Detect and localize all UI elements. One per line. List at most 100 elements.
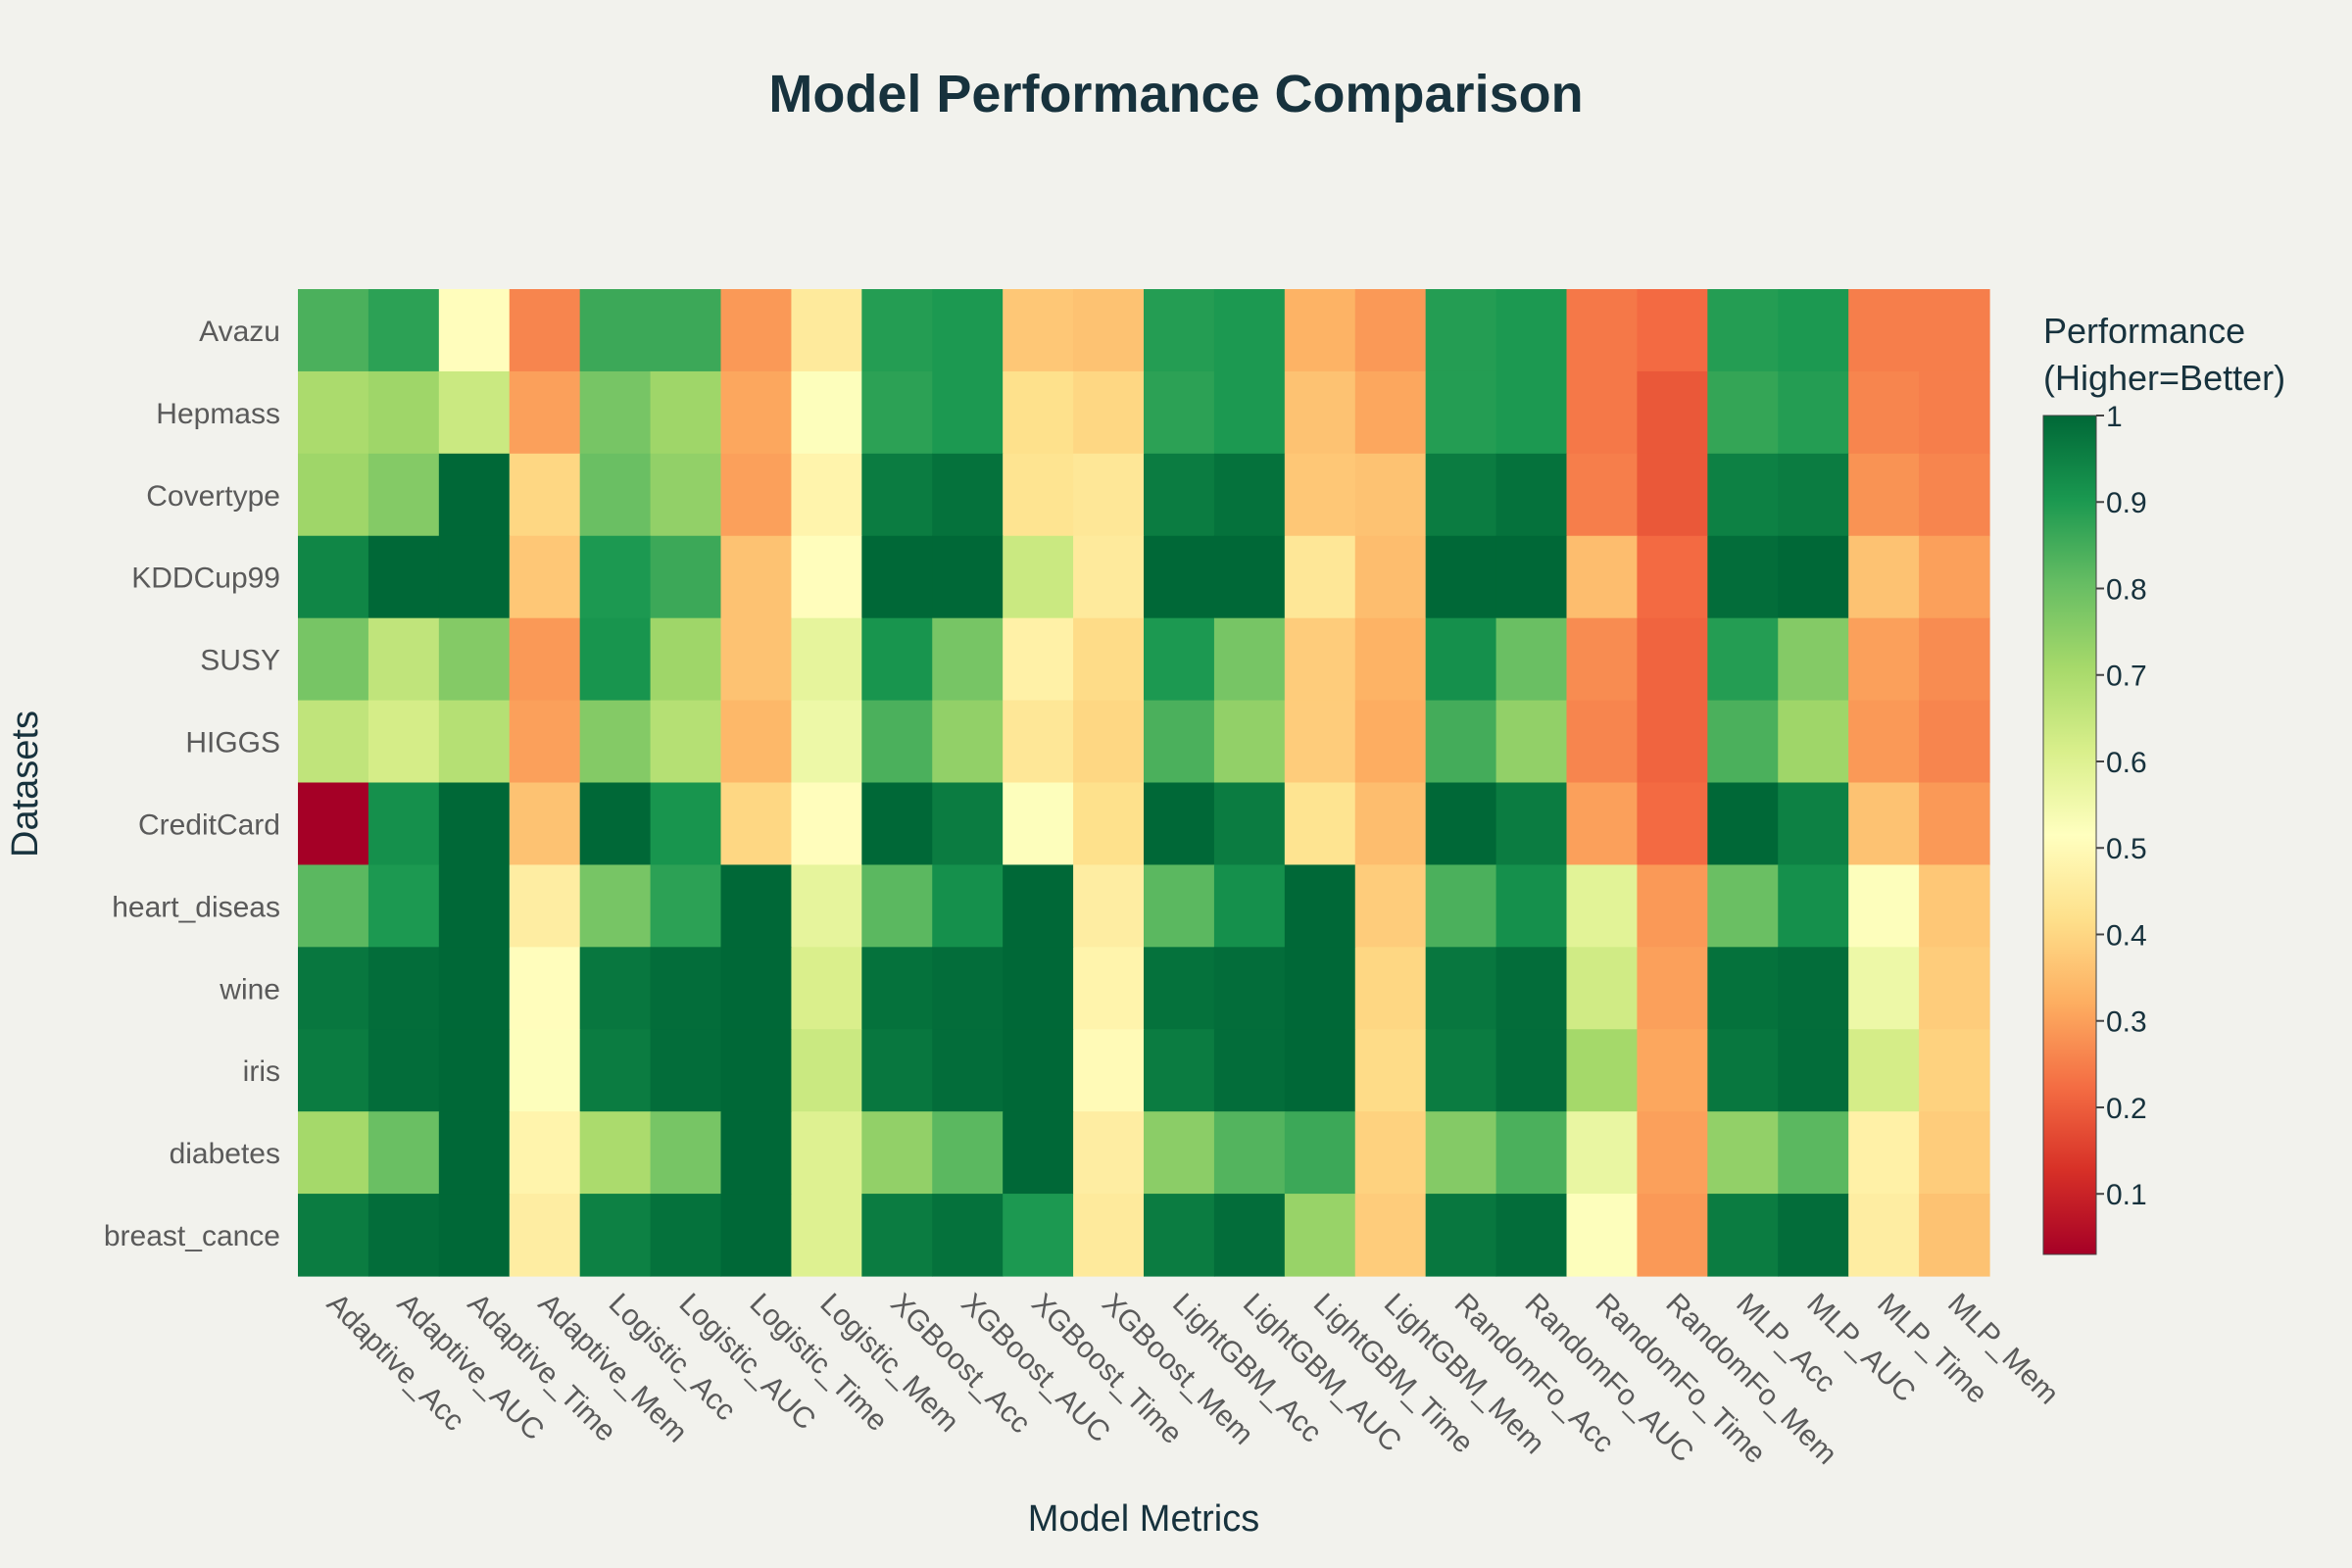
heatmap-cell	[1144, 453, 1215, 537]
y-tick-label: iris	[243, 1055, 280, 1088]
heatmap-cell	[1848, 1111, 1920, 1195]
heatmap-cell	[1073, 947, 1145, 1030]
heatmap-cell	[1003, 1194, 1074, 1277]
heatmap-cell	[861, 864, 933, 948]
heatmap-cell	[1566, 700, 1639, 784]
heatmap-cell	[509, 782, 581, 866]
heatmap-cell	[1073, 617, 1145, 702]
heatmap-cell	[1848, 535, 1920, 619]
heatmap-cell	[861, 453, 933, 537]
heatmap-cell	[932, 453, 1004, 537]
heatmap-cell	[1848, 617, 1920, 702]
heatmap-cell	[1566, 1029, 1639, 1112]
colorbar-tick-label: 0.3	[2106, 1006, 2147, 1039]
heatmap-cell	[1213, 864, 1286, 948]
heatmap-cell	[1495, 617, 1568, 702]
heatmap-cell	[650, 370, 722, 455]
heatmap-cell	[650, 1111, 722, 1195]
heatmap-cell	[1425, 700, 1497, 784]
y-tick-label: Covertype	[146, 480, 280, 513]
heatmap-cell	[1848, 864, 1920, 948]
heatmap-cell	[438, 535, 511, 619]
heatmap-cell	[720, 1029, 793, 1112]
heatmap-cell	[1707, 700, 1779, 784]
heatmap-cell	[720, 864, 793, 948]
heatmap-cell	[1213, 535, 1286, 619]
chart-title: Model Performance Comparison	[768, 65, 1583, 123]
heatmap-cell	[791, 782, 862, 866]
heatmap-cell	[1354, 947, 1427, 1030]
heatmap-cell	[509, 947, 581, 1030]
heatmap-cell	[1778, 535, 1849, 619]
heatmap-cell	[1566, 864, 1639, 948]
heatmap-cell	[1707, 289, 1779, 372]
heatmap-cell	[1919, 617, 1990, 702]
heatmap-cell	[1003, 864, 1074, 948]
heatmap-cell	[1213, 1029, 1286, 1112]
heatmap-cell	[438, 1194, 511, 1277]
heatmap-cell	[1778, 453, 1849, 537]
heatmap-cell	[438, 782, 511, 866]
heatmap-cell	[1354, 1029, 1427, 1112]
heatmap-cell	[650, 700, 722, 784]
heatmap-cell	[438, 864, 511, 948]
heatmap-cell	[1637, 1111, 1708, 1195]
heatmap-cell	[509, 1111, 581, 1195]
heatmap-cell	[1848, 289, 1920, 372]
heatmap-cell	[1495, 782, 1568, 866]
heatmap-cell	[1778, 370, 1849, 455]
heatmap-cell	[1495, 864, 1568, 948]
heatmap-cell	[1284, 535, 1356, 619]
heatmap-cell	[861, 1029, 933, 1112]
heatmap-cell	[1848, 370, 1920, 455]
heatmap-cell	[1284, 289, 1356, 372]
heatmap-cell	[1707, 1029, 1779, 1112]
heatmap-cell	[1707, 1194, 1779, 1277]
heatmap-cell	[861, 1111, 933, 1195]
heatmap-cell	[1144, 1111, 1215, 1195]
heatmap-cell	[932, 289, 1004, 372]
heatmap-cell	[1073, 1111, 1145, 1195]
heatmap-cell	[1144, 1194, 1215, 1277]
heatmap-cell	[1354, 864, 1427, 948]
heatmap-cell	[720, 453, 793, 537]
heatmap-cell	[579, 453, 652, 537]
heatmap-cell	[1495, 1194, 1568, 1277]
heatmap-cell	[1073, 289, 1145, 372]
heatmap-cell	[368, 1111, 440, 1195]
heatmap-cell	[861, 782, 933, 866]
colorbar-gradient	[2042, 415, 2097, 1255]
heatmap-cell	[1637, 864, 1708, 948]
heatmap-cell	[932, 700, 1004, 784]
heatmap-cell	[650, 1029, 722, 1112]
heatmap-cell	[791, 289, 862, 372]
heatmap-cell	[650, 947, 722, 1030]
heatmap-cell	[1284, 1194, 1356, 1277]
heatmap-cell	[1778, 700, 1849, 784]
heatmap-cell	[1637, 370, 1708, 455]
heatmap-cell	[932, 1029, 1004, 1112]
heatmap-cell	[368, 535, 440, 619]
y-tick-label: Avazu	[199, 316, 280, 348]
heatmap-cell	[720, 1194, 793, 1277]
heatmap-cell	[368, 700, 440, 784]
heatmap-cell	[438, 370, 511, 455]
x-tick-labels: Adaptive_AccAdaptive_AUCAdaptive_TimeAda…	[320, 1288, 2065, 1471]
heatmap-cell	[298, 1111, 369, 1195]
heatmap-cell	[1073, 1029, 1145, 1112]
heatmap-cell	[368, 1029, 440, 1112]
heatmap-cell	[1566, 1194, 1639, 1277]
heatmap-cell	[1566, 617, 1639, 702]
heatmap-cell	[509, 700, 581, 784]
heatmap-cell	[368, 947, 440, 1030]
heatmap-cell	[1425, 370, 1497, 455]
heatmap-cell	[1637, 947, 1708, 1030]
heatmap-cell	[298, 1029, 369, 1112]
heatmap-cell	[932, 1194, 1004, 1277]
heatmap-cell	[368, 289, 440, 372]
heatmap-cell	[1003, 289, 1074, 372]
heatmap-cell	[1566, 1111, 1639, 1195]
heatmap-cell	[1637, 1029, 1708, 1112]
heatmap-cell	[861, 535, 933, 619]
heatmap-cell	[1848, 1029, 1920, 1112]
